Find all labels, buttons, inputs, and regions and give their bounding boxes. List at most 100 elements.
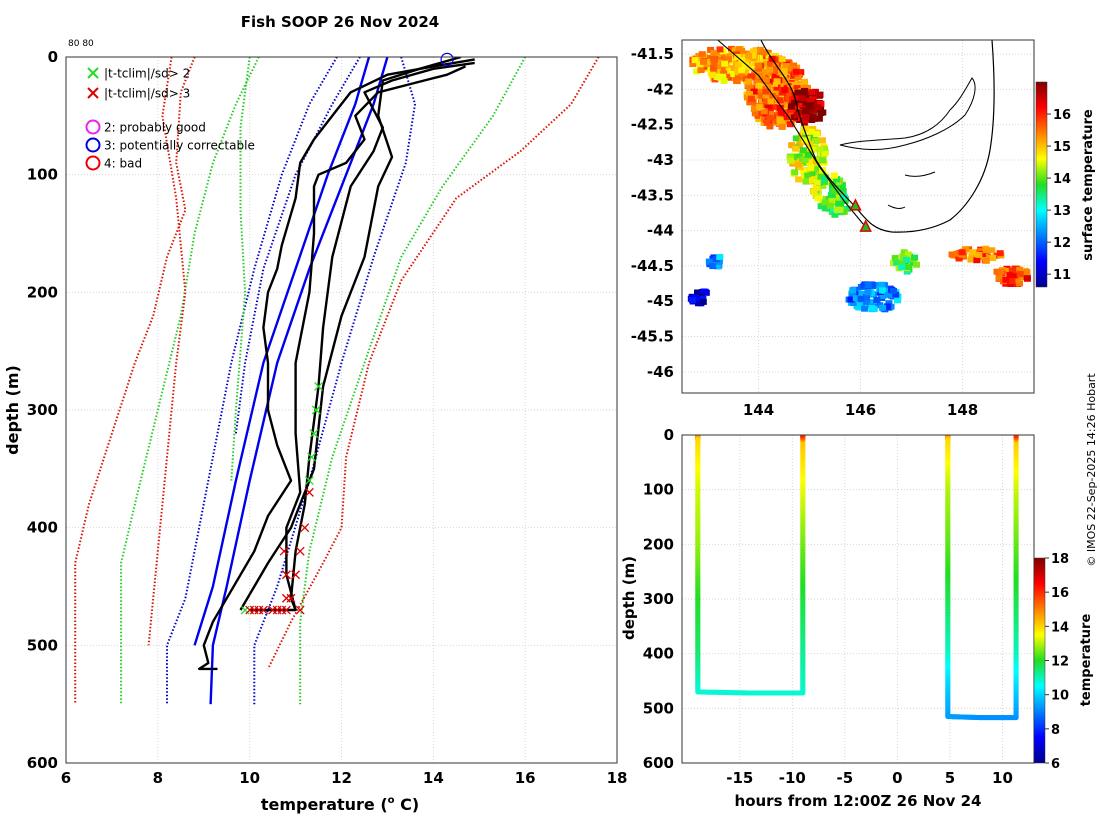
map-x-tick-label: 144 — [743, 401, 774, 419]
sst-pixel — [1017, 271, 1024, 277]
sst-pixel — [738, 57, 745, 63]
sst-pixel — [813, 131, 820, 137]
time-y-tick-label: 300 — [643, 590, 674, 608]
map-y-tick-label: -46 — [647, 363, 674, 381]
y-tick-label: 300 — [27, 401, 58, 419]
sst-colorbar-tick-label: 13 — [1053, 204, 1071, 219]
sst-pixel — [834, 207, 841, 213]
sst-pixel — [779, 124, 786, 130]
time-x-tick-label: 10 — [992, 769, 1013, 787]
sst-pixel — [768, 98, 775, 104]
time-y-tick-label: 0 — [664, 426, 674, 444]
map-y-tick-label: -41.5 — [631, 45, 674, 63]
map-y-tick-label: -45 — [647, 292, 674, 310]
sst-pixel — [817, 92, 824, 98]
sst-pixel — [793, 69, 800, 75]
sst-pixel — [911, 255, 918, 261]
temp-colorbar-label: temperature — [1079, 614, 1094, 707]
sst-pixel — [913, 262, 920, 268]
time-x-tick-label: -10 — [779, 769, 806, 787]
x-axis-label: temperature (o C) — [261, 795, 419, 814]
sst-pixel — [745, 79, 752, 85]
temp-colorbar-tick-label: 12 — [1051, 655, 1069, 670]
sst-pixel — [781, 87, 788, 93]
legend-label: |t-tclim|/sd> 2 — [104, 67, 190, 81]
sst-pixel — [998, 269, 1005, 275]
sst-pixel — [835, 201, 842, 207]
sst-pixel — [873, 297, 880, 303]
sst-pixel — [890, 288, 897, 294]
sst-pixel — [756, 104, 763, 110]
sst-pixel — [807, 165, 814, 171]
chart-title: Fish SOOP 26 Nov 2024 — [241, 13, 439, 31]
sst-pixel — [858, 296, 865, 302]
legend-label: 2: probably good — [104, 121, 206, 135]
sst-pixel — [802, 157, 809, 163]
sst-pixel — [831, 173, 838, 179]
sst-pixel — [811, 189, 818, 195]
sst-colorbar-tick-label: 15 — [1053, 140, 1071, 155]
sst-pixel — [745, 53, 752, 59]
sst-pixel — [710, 65, 717, 71]
sst-pixel — [1008, 278, 1015, 284]
sst-pixel — [1024, 275, 1031, 281]
sst-pixel — [820, 157, 827, 163]
map-y-tick-label: -43.5 — [631, 186, 674, 204]
sst-pixel — [1023, 269, 1030, 275]
sst-pixel — [879, 287, 886, 293]
time-y-tick-label: 200 — [643, 535, 674, 553]
map-y-tick-label: -45.5 — [631, 328, 674, 346]
temp-colorbar-tick-label: 18 — [1051, 552, 1069, 567]
sst-pixel — [814, 179, 821, 185]
sst-pixel — [774, 78, 781, 84]
legend-label: 3: potentially correctable — [104, 139, 255, 153]
y-tick-label: 400 — [27, 519, 58, 537]
sst-pixel — [975, 252, 982, 258]
y-tick-label: 200 — [27, 283, 58, 301]
sst-pixel — [721, 61, 728, 67]
sst-pixel — [716, 254, 723, 260]
sst-pixel — [788, 104, 795, 110]
legend-label: |t-tclim|/sd> 3 — [104, 87, 190, 101]
sst-pixel — [793, 135, 800, 141]
sst-pixel — [1006, 272, 1013, 278]
time-x-tick-label: 0 — [892, 769, 902, 787]
sst-colorbar-tick-label: 14 — [1053, 172, 1071, 187]
sst-pixel — [795, 162, 802, 168]
sst-pixel — [898, 264, 905, 270]
time-x-tick-label: -15 — [726, 769, 753, 787]
map-y-tick-label: -44.5 — [631, 257, 674, 275]
time-y-tick-label: 600 — [643, 754, 674, 772]
sst-pixel — [819, 137, 826, 143]
sst-pixel — [973, 257, 980, 263]
time-x-tick-label: 5 — [945, 769, 955, 787]
sst-pixel — [795, 176, 802, 182]
sst-pixel — [787, 158, 794, 164]
map-x-tick-label: 148 — [947, 401, 978, 419]
sst-pixel — [717, 46, 724, 52]
time-x-axis-label: hours from 12:00Z 26 Nov 24 — [735, 792, 982, 810]
sst-pixel — [959, 249, 966, 255]
credit-text: © IMOS 22-Sep-2025 14:26 Hobart — [1085, 373, 1098, 567]
sst-pixel — [869, 305, 876, 311]
sst-pixel — [710, 50, 717, 56]
sst-pixel — [734, 78, 741, 84]
sst-pixel — [815, 195, 822, 201]
sst-pixel — [802, 108, 809, 114]
y-tick-label: 100 — [27, 166, 58, 184]
time-y-tick-label: 100 — [643, 481, 674, 499]
map-y-tick-label: -42 — [647, 80, 674, 98]
sst-pixel — [865, 289, 872, 295]
sst-colorbar-tick-label: 11 — [1053, 268, 1071, 283]
y-tick-label: 600 — [27, 754, 58, 772]
sst-pixel — [861, 306, 868, 312]
sst-pixel — [755, 63, 762, 69]
sst-pixel — [767, 115, 774, 121]
sst-pixel — [700, 59, 707, 65]
sst-pixel — [709, 72, 716, 78]
x-tick-label: 6 — [61, 769, 71, 787]
sst-pixel — [756, 83, 763, 89]
y-tick-label: 500 — [27, 636, 58, 654]
time-y-axis-label: depth (m) — [620, 556, 638, 640]
